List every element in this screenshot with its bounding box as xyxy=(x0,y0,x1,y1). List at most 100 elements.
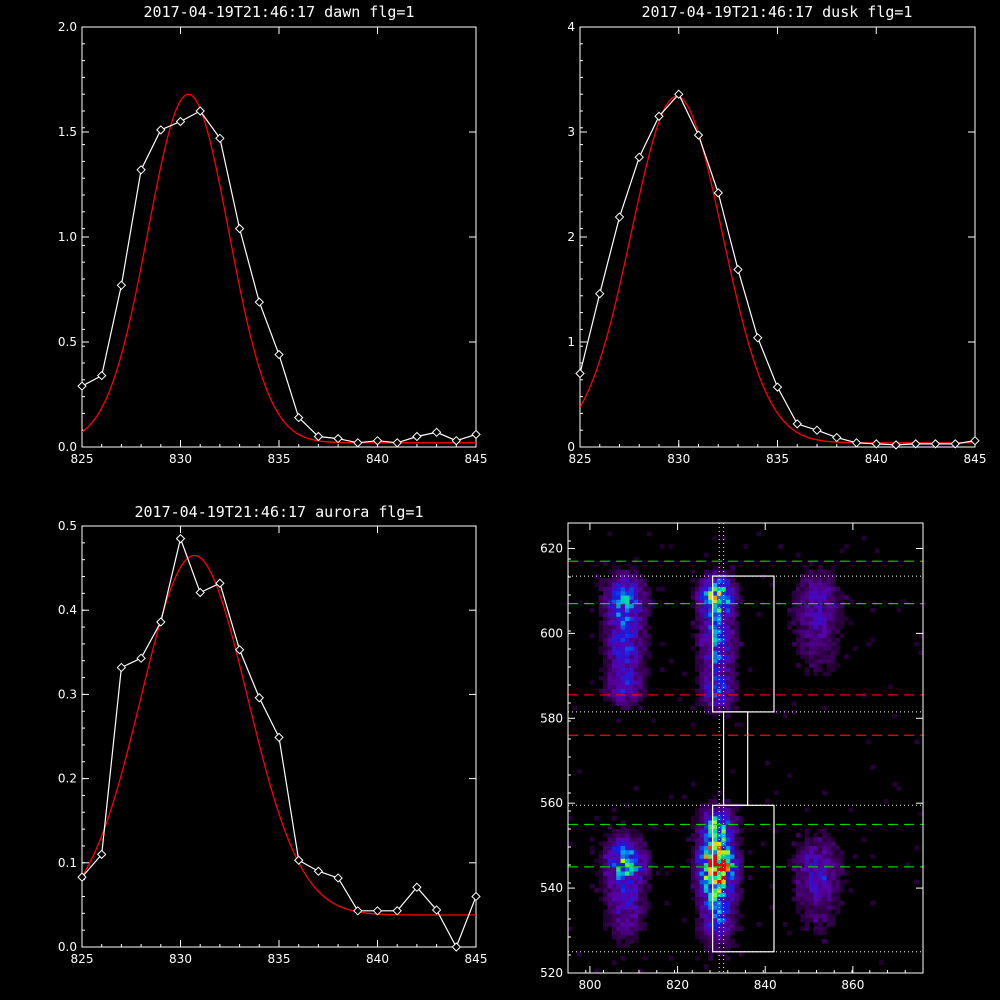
heatmap-cell xyxy=(730,565,735,571)
heatmap-cell xyxy=(651,599,657,605)
heatmap-cell xyxy=(624,633,630,639)
heatmap-cell xyxy=(765,760,770,766)
heatmap-cell xyxy=(616,828,621,834)
heatmap-cell xyxy=(616,675,621,681)
heatmap-cell xyxy=(616,871,621,876)
heatmap-cell xyxy=(725,616,731,622)
heatmap-cell xyxy=(813,629,819,634)
heatmap-cell xyxy=(624,930,630,936)
heatmap-cell xyxy=(730,612,735,617)
heatmap-cell xyxy=(813,845,819,851)
heatmap-cell xyxy=(695,875,700,881)
heatmap-cell xyxy=(721,569,727,575)
heatmap-cell xyxy=(804,620,810,626)
heatmap-cell xyxy=(624,837,630,842)
heatmap-cell xyxy=(633,879,639,885)
heatmap-cell xyxy=(822,616,827,622)
heatmap-cell xyxy=(616,629,621,634)
heatmap-cell xyxy=(835,595,841,600)
heatmap-cell xyxy=(787,773,792,779)
heatmap-cell xyxy=(616,854,621,859)
heatmap-cell xyxy=(730,624,735,630)
heatmap-cell xyxy=(712,629,718,634)
heatmap-cell xyxy=(817,896,823,902)
heatmap-cell xyxy=(638,667,643,672)
heatmap-cell xyxy=(638,892,643,897)
heatmap-cell xyxy=(624,905,630,910)
heatmap-cell xyxy=(633,854,639,859)
heatmap-cell xyxy=(914,879,920,885)
heatmap-cell xyxy=(721,824,727,830)
heatmap-cell xyxy=(624,849,630,855)
heatmap-cell xyxy=(611,845,617,851)
heatmap-cell xyxy=(616,633,621,639)
heatmap-cell xyxy=(607,888,613,893)
heatmap-cell xyxy=(725,624,731,630)
heatmap-cell xyxy=(611,680,617,685)
heatmap-cell xyxy=(703,939,709,944)
heatmap-cell xyxy=(703,837,709,842)
heatmap-cell xyxy=(695,586,700,592)
heatmap-cell xyxy=(638,680,643,685)
heatmap-cell xyxy=(708,663,714,668)
heatmap-cell xyxy=(568,815,573,821)
heatmap-cell xyxy=(607,531,613,537)
heatmap-cell xyxy=(616,701,621,706)
heatmap-cell xyxy=(611,926,617,931)
heatmap-cell xyxy=(721,688,727,694)
heatmap-cell xyxy=(611,663,617,668)
heatmap-ytick-label: 580 xyxy=(540,711,563,725)
heatmap-cell xyxy=(620,646,626,651)
heatmap-cell xyxy=(804,866,810,872)
heatmap-cell xyxy=(730,688,735,694)
heatmap-cell xyxy=(624,684,630,689)
heatmap-cell xyxy=(603,900,608,906)
heatmap-xtick-label: 860 xyxy=(841,978,864,992)
heatmap-cell xyxy=(611,930,617,936)
heatmap-cell xyxy=(620,680,626,685)
heatmap-cell xyxy=(598,595,604,600)
heatmap-cell xyxy=(668,658,674,664)
heatmap-cell xyxy=(620,629,626,634)
heatmap-cell xyxy=(813,888,819,893)
heatmap-cell xyxy=(874,548,880,554)
heatmap-cell xyxy=(616,624,621,630)
heatmap-cell xyxy=(708,854,714,859)
heatmap-cell xyxy=(813,905,819,910)
heatmap-cell xyxy=(708,616,714,622)
heatmap-cell xyxy=(611,692,617,698)
heatmap-cell xyxy=(611,913,617,919)
heatmap-cell xyxy=(646,599,652,605)
heatmap-cell xyxy=(616,663,621,668)
heatmap-cell xyxy=(638,590,643,596)
heatmap-cell xyxy=(616,922,621,927)
heatmap-cell xyxy=(712,934,718,940)
dawn-data-point xyxy=(313,431,324,442)
heatmap-cell xyxy=(699,845,705,851)
heatmap-cell xyxy=(603,917,608,923)
heatmap-cell xyxy=(795,620,801,626)
heatmap-cell xyxy=(712,684,718,689)
dawn-data-point xyxy=(471,429,481,440)
heatmap-cell xyxy=(620,905,626,910)
aurora-data-point xyxy=(254,693,265,703)
heatmap-cell xyxy=(717,943,722,948)
heatmap-cell xyxy=(624,590,630,596)
heatmap-cell xyxy=(703,926,709,931)
heatmap-cell xyxy=(616,599,621,605)
heatmap-cell xyxy=(708,824,714,830)
heatmap-cell xyxy=(624,650,630,656)
heatmap-cell xyxy=(668,956,674,961)
heatmap-cell xyxy=(708,595,714,600)
heatmap-cell xyxy=(642,641,648,647)
heatmap-cell xyxy=(642,654,648,660)
heatmap-cell xyxy=(725,909,731,914)
heatmap-cell xyxy=(791,590,797,596)
heatmap-cell xyxy=(660,667,665,672)
heatmap-cell xyxy=(603,862,608,868)
heatmap-cell xyxy=(830,663,836,668)
heatmap-cell xyxy=(603,595,608,600)
heatmap-cell xyxy=(800,926,806,931)
heatmap-cell xyxy=(616,866,621,872)
heatmap-cell xyxy=(699,879,705,885)
